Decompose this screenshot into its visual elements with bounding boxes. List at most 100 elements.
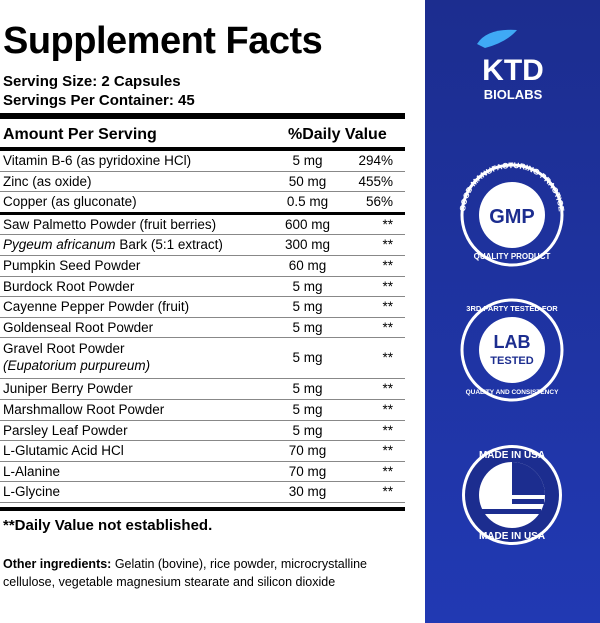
nutrient-dv: ** xyxy=(382,422,393,438)
nutrient-name: Cayenne Pepper Powder (fruit) xyxy=(3,299,189,314)
lab-badge: 3RD PARTY TESTED FOR LAB TESTED QUALITY … xyxy=(460,298,564,402)
nutrient-name: Pumpkin Seed Powder xyxy=(3,258,140,273)
usa-top: MADE IN USA xyxy=(479,450,545,461)
name-part: Pygeum africanum xyxy=(3,237,116,253)
nutrient-row: Copper (as gluconate) 0.5 mg 56% xyxy=(0,192,405,215)
nutrient-dv: ** xyxy=(382,350,393,366)
brand-sub: BIOLABS xyxy=(484,87,543,102)
nutrient-amount: 5 mg xyxy=(292,381,323,397)
name-part: Gravel Root Powder xyxy=(3,341,125,357)
nutrient-dv: ** xyxy=(382,463,393,479)
name-part: Zinc (as oxide) xyxy=(3,173,92,189)
nutrient-row: L-Alanine 70 mg ** xyxy=(0,462,405,483)
rule xyxy=(0,147,405,151)
rule xyxy=(0,507,405,511)
nutrient-name: Copper (as gluconate) xyxy=(3,194,137,209)
nutrient-amount: 70 mg xyxy=(288,463,327,479)
nutrient-name: Vitamin B-6 (as pyridoxine HCl) xyxy=(3,153,191,168)
nutrient-dv: ** xyxy=(382,443,393,459)
nutrient-name: Burdock Root Powder xyxy=(3,279,134,294)
nutrient-amount: 5 mg xyxy=(292,278,323,294)
nutrient-amount: 5 mg xyxy=(292,401,323,417)
nutrient-row: Pumpkin Seed Powder 60 mg ** xyxy=(0,256,405,277)
nutrient-name: L-Alanine xyxy=(3,464,60,479)
nutrient-dv: ** xyxy=(382,484,393,500)
brand-name: KTD xyxy=(482,54,544,87)
gmp-center: GMP xyxy=(489,206,535,228)
lab-top: 3RD PARTY TESTED FOR xyxy=(466,304,558,313)
nutrient-row: Goldenseal Root Powder 5 mg ** xyxy=(0,318,405,339)
nutrient-row: Marshmallow Root Powder 5 mg ** xyxy=(0,400,405,421)
name-part: L-Alanine xyxy=(3,463,61,479)
nutrient-dv: ** xyxy=(382,216,393,232)
nutrient-amount: 5 mg xyxy=(292,319,323,335)
header-amount: Amount Per Serving xyxy=(3,126,157,143)
nutrient-dv: ** xyxy=(382,278,393,294)
nutrient-row: Juniper Berry Powder 5 mg ** xyxy=(0,379,405,400)
lab-center: LAB xyxy=(494,332,531,352)
nutrient-amount: 300 mg xyxy=(284,237,331,253)
nutrient-name: Parsley Leaf Powder xyxy=(3,423,128,438)
nutrient-dv: ** xyxy=(382,401,393,417)
nutrient-row: L-Glycine 30 mg ** xyxy=(0,482,405,503)
nutrient-row: L-Glutamic Acid HCl 70 mg ** xyxy=(0,441,405,462)
nutrient-amount: 50 mg xyxy=(288,173,327,189)
nutrient-dv: ** xyxy=(382,237,393,253)
nutrient-amount: 5 mg xyxy=(292,422,323,438)
name-part: Juniper Berry Powder xyxy=(3,381,133,397)
nutrient-name: L-Glutamic Acid HCl xyxy=(3,443,124,458)
name-part: (Eupatorium purpureum) xyxy=(3,358,151,374)
name-part: Pumpkin Seed Powder xyxy=(3,257,141,273)
nutrient-name: Marshmallow Root Powder xyxy=(3,402,164,417)
nutrient-row: Gravel Root Powder (Eupatorium purpureum)… xyxy=(0,338,405,380)
name-part: Bark (5:1 extract) xyxy=(115,237,223,253)
nutrient-name: Saw Palmetto Powder (fruit berries) xyxy=(3,217,216,232)
nutrient-row: Burdock Root Powder 5 mg ** xyxy=(0,277,405,298)
nutrient-dv: 294% xyxy=(358,153,393,168)
name-part: Goldenseal Root Powder xyxy=(3,319,154,335)
name-part: Saw Palmetto Powder (fruit berries) xyxy=(3,216,217,232)
name-part: Burdock Root Powder xyxy=(3,278,135,294)
nutrient-row: Zinc (as oxide) 50 mg 455% xyxy=(0,172,405,193)
usa-badge: MADE IN USA MADE IN USA xyxy=(462,445,562,545)
nutrient-name: Pygeum africanum Bark (5:1 extract) xyxy=(3,237,223,252)
name-part: L-Glycine xyxy=(3,484,61,500)
nutrient-dv: ** xyxy=(382,319,393,335)
servings-per-container: Servings Per Container: 45 xyxy=(3,92,195,109)
nutrient-name: Gravel Root Powder (Eupatorium purpureum) xyxy=(3,340,150,374)
nutrient-amount: 600 mg xyxy=(284,216,331,232)
nutrient-amount: 0.5 mg xyxy=(286,194,329,210)
nutrient-amount: 5 mg xyxy=(292,350,323,366)
nutrient-row: Vitamin B-6 (as pyridoxine HCl) 5 mg 294% xyxy=(0,151,405,172)
nutrient-name: Goldenseal Root Powder xyxy=(3,320,153,335)
nutrient-name: Juniper Berry Powder xyxy=(3,381,133,396)
nutrient-row: Cayenne Pepper Powder (fruit) 5 mg ** xyxy=(0,297,405,318)
rule xyxy=(0,113,405,119)
other-ingredients: Other ingredients: Gelatin (bovine), ric… xyxy=(3,555,403,591)
nutrient-dv: ** xyxy=(382,257,393,273)
brand-panel: KTD BIOLABS GOOD MANUFACTURING PRACTICE … xyxy=(425,0,600,623)
name-part: Marshmallow Root Powder xyxy=(3,401,165,417)
facts-panel: Supplement Facts Serving Size: 2 Capsule… xyxy=(0,20,405,591)
nutrient-name: Zinc (as oxide) xyxy=(3,174,92,189)
name-part: L-Glutamic Acid HCl xyxy=(3,443,124,459)
nutrient-name: L-Glycine xyxy=(3,484,60,499)
other-ingredients-text: Gelatin (bovine), rice powder, microcrys… xyxy=(3,557,367,589)
title: Supplement Facts xyxy=(3,20,323,62)
nutrient-amount: 5 mg xyxy=(292,153,323,168)
leaf-icon xyxy=(477,29,517,48)
name-part: Vitamin B-6 (as pyridoxine HCl) xyxy=(3,153,192,168)
header-dv: %Daily Value xyxy=(288,126,387,143)
nutrient-amount: 60 mg xyxy=(288,257,327,273)
nutrient-amount: 70 mg xyxy=(288,443,327,459)
usa-bottom: MADE IN USA xyxy=(479,531,545,542)
name-part: Parsley Leaf Powder xyxy=(3,422,128,438)
nutrient-dv: ** xyxy=(382,299,393,315)
nutrient-row: Parsley Leaf Powder 5 mg ** xyxy=(0,421,405,442)
footnote: **Daily Value not established. xyxy=(3,517,213,534)
nutrient-dv: 455% xyxy=(358,173,393,189)
nutrient-row: Saw Palmetto Powder (fruit berries) 600 m… xyxy=(0,215,405,236)
serving-size: Serving Size: 2 Capsules xyxy=(3,73,181,90)
nutrient-amount: 5 mg xyxy=(292,299,323,315)
